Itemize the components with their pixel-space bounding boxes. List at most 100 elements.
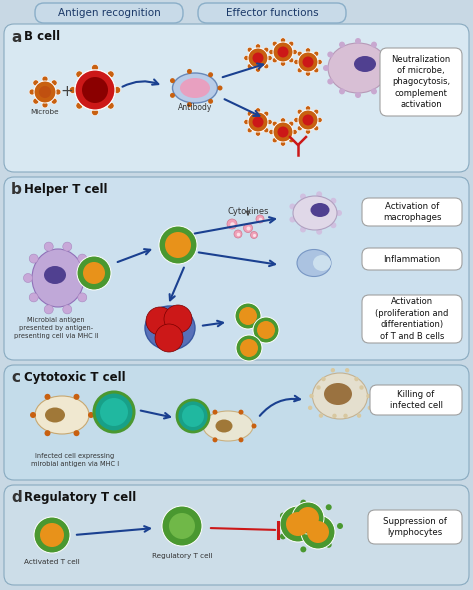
- Circle shape: [76, 71, 83, 78]
- Circle shape: [272, 137, 277, 143]
- Circle shape: [280, 533, 286, 539]
- Circle shape: [247, 111, 252, 116]
- Circle shape: [289, 204, 296, 209]
- Circle shape: [42, 102, 48, 108]
- Text: Helper T cell: Helper T cell: [24, 183, 107, 196]
- Circle shape: [345, 368, 350, 372]
- Circle shape: [247, 64, 252, 69]
- Circle shape: [267, 119, 272, 124]
- Circle shape: [316, 191, 322, 197]
- Circle shape: [244, 55, 249, 61]
- Circle shape: [63, 305, 72, 314]
- Circle shape: [236, 335, 262, 361]
- FancyBboxPatch shape: [368, 510, 462, 544]
- Circle shape: [29, 293, 38, 302]
- Circle shape: [263, 111, 269, 116]
- Circle shape: [247, 127, 252, 133]
- Circle shape: [336, 210, 342, 216]
- Circle shape: [317, 117, 322, 123]
- Ellipse shape: [216, 419, 233, 432]
- Circle shape: [280, 61, 286, 66]
- FancyBboxPatch shape: [4, 485, 469, 585]
- Circle shape: [165, 232, 191, 258]
- Circle shape: [253, 116, 263, 127]
- Circle shape: [371, 88, 377, 94]
- Circle shape: [39, 86, 51, 98]
- Circle shape: [280, 118, 286, 123]
- Circle shape: [297, 51, 302, 56]
- Circle shape: [44, 242, 53, 251]
- Circle shape: [255, 44, 261, 49]
- Ellipse shape: [173, 73, 218, 103]
- Circle shape: [244, 224, 253, 232]
- Circle shape: [327, 78, 333, 84]
- Circle shape: [359, 385, 364, 390]
- Circle shape: [286, 512, 310, 536]
- Circle shape: [63, 242, 72, 251]
- Circle shape: [212, 437, 218, 442]
- Circle shape: [292, 50, 297, 54]
- Circle shape: [297, 507, 319, 529]
- Circle shape: [280, 141, 286, 146]
- Circle shape: [289, 217, 296, 222]
- Circle shape: [314, 126, 319, 131]
- Text: c: c: [11, 371, 20, 385]
- Circle shape: [300, 227, 306, 232]
- Circle shape: [273, 122, 293, 142]
- Circle shape: [238, 409, 244, 415]
- Circle shape: [314, 109, 319, 114]
- Circle shape: [371, 42, 377, 48]
- Circle shape: [255, 67, 261, 72]
- Circle shape: [82, 77, 108, 103]
- Circle shape: [297, 68, 302, 73]
- Circle shape: [76, 102, 83, 109]
- FancyBboxPatch shape: [380, 48, 462, 116]
- Circle shape: [159, 226, 197, 264]
- Circle shape: [337, 523, 343, 529]
- Text: Activation
(proliferation and
differentiation)
of T and B cells: Activation (proliferation and differenti…: [375, 297, 449, 340]
- Circle shape: [114, 87, 121, 93]
- Circle shape: [330, 198, 336, 204]
- Circle shape: [333, 414, 337, 418]
- Ellipse shape: [328, 43, 388, 93]
- Circle shape: [107, 102, 114, 109]
- Circle shape: [301, 515, 335, 549]
- Circle shape: [146, 307, 174, 335]
- Ellipse shape: [297, 250, 331, 277]
- Ellipse shape: [32, 249, 84, 307]
- Circle shape: [30, 412, 36, 418]
- Circle shape: [306, 71, 311, 76]
- Circle shape: [289, 121, 294, 126]
- Text: Activated T cell: Activated T cell: [24, 559, 80, 565]
- Circle shape: [230, 222, 235, 227]
- FancyBboxPatch shape: [198, 3, 346, 23]
- Circle shape: [78, 254, 87, 263]
- Circle shape: [107, 71, 114, 78]
- Circle shape: [84, 274, 93, 283]
- Ellipse shape: [293, 196, 337, 230]
- Circle shape: [314, 68, 319, 73]
- Text: Antigen recognition: Antigen recognition: [58, 8, 160, 18]
- Circle shape: [253, 317, 279, 343]
- Circle shape: [251, 231, 257, 238]
- Circle shape: [321, 377, 326, 381]
- Circle shape: [354, 377, 359, 381]
- Circle shape: [289, 41, 294, 46]
- Circle shape: [170, 78, 175, 83]
- Circle shape: [326, 542, 332, 548]
- Text: Inflammation: Inflammation: [384, 254, 441, 264]
- FancyBboxPatch shape: [362, 295, 462, 343]
- Circle shape: [263, 127, 269, 133]
- Text: Microbe: Microbe: [31, 109, 59, 115]
- Circle shape: [162, 506, 202, 546]
- Circle shape: [289, 137, 294, 143]
- Circle shape: [29, 254, 38, 263]
- Text: Regulatory T cell: Regulatory T cell: [152, 553, 212, 559]
- Text: Neutralization
of microbe,
phagocytosis,
complement
activation: Neutralization of microbe, phagocytosis,…: [391, 55, 451, 109]
- Circle shape: [244, 119, 249, 124]
- Circle shape: [278, 126, 289, 137]
- Circle shape: [44, 305, 53, 314]
- Circle shape: [300, 546, 307, 552]
- Circle shape: [73, 430, 79, 436]
- Circle shape: [78, 293, 87, 302]
